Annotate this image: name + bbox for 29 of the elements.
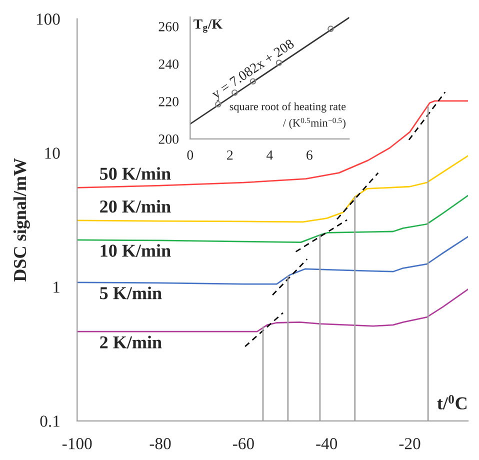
x-tick-label: 0 <box>187 150 194 160</box>
line-series <box>77 236 468 285</box>
y-tick-label: 1 <box>54 282 60 293</box>
x-tick-label: -20 <box>399 438 420 450</box>
y-axis-title: T$_{g}$/K <box>194 19 222 33</box>
series-label: 5 K/min <box>100 286 162 300</box>
series-label: 2 K/min <box>100 336 162 348</box>
line-series <box>77 288 468 332</box>
series-label: 20 K/min <box>100 200 171 213</box>
line-series <box>77 194 468 244</box>
y-tick-label: 10 <box>45 148 60 159</box>
series-label: 50 K/min <box>100 167 171 180</box>
y-tick-label: 260 <box>158 22 179 32</box>
x-tick-label: -60 <box>232 438 254 450</box>
x-tick-label: 2 <box>227 150 233 160</box>
x-axis-title: square root of heating rate / (K$^{0.5}$min$^{−0.5}$) <box>230 102 346 129</box>
x-tick-label: -100 <box>62 438 92 450</box>
y-tick-label: 240 <box>158 59 179 69</box>
y-axis-title: DSC signal/mW <box>13 158 30 282</box>
x-tick-label: 6 <box>306 150 312 160</box>
y-tick-label: 0.1 <box>40 416 60 427</box>
y-tick-label: 200 <box>158 134 179 144</box>
x-axis-title: t/$^{0}$C <box>437 395 466 410</box>
x-tick-label: -40 <box>316 438 338 450</box>
x-tick-label: 4 <box>266 150 273 160</box>
y-tick-label: 220 <box>158 96 179 106</box>
y-tick-label: 100 <box>36 14 60 25</box>
x-tick-label: -80 <box>150 438 171 450</box>
series-label: 10 K/min <box>100 244 171 257</box>
